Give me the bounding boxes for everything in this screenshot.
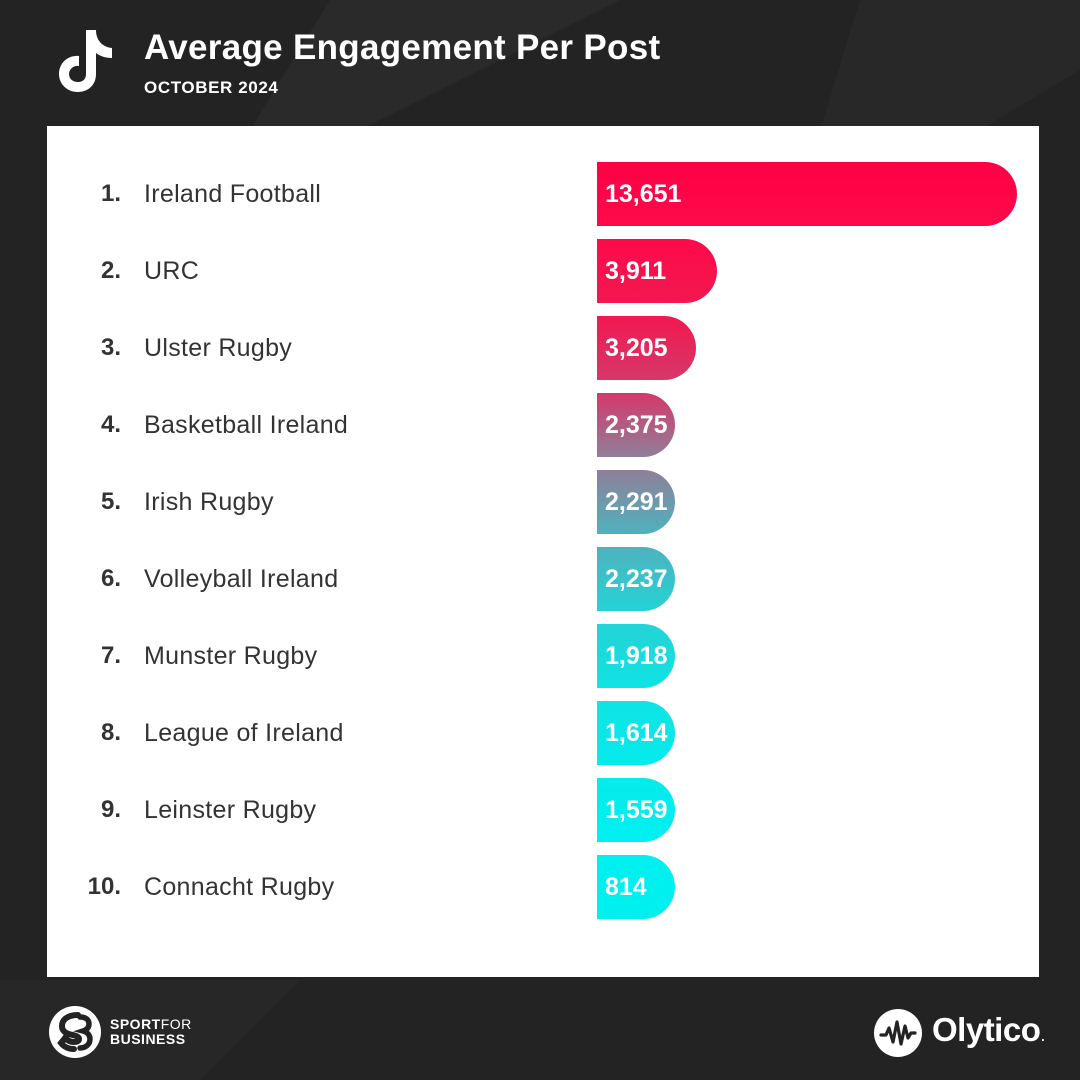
bar-value-label: 814	[605, 872, 647, 901]
page-subtitle: OCTOBER 2024	[144, 78, 279, 97]
chart-panel: 1. Ireland Football 13,651 2. URC 3,911 3. Ulst…	[47, 126, 1039, 977]
bar: 2,237	[597, 547, 675, 611]
bar: 3,205	[597, 316, 696, 380]
rank-label: 10.	[87, 873, 121, 900]
rank-label: 6.	[100, 565, 121, 592]
bar: 3,911	[597, 239, 718, 303]
sport-for-business-wordmark: SPORTFOR BUSINESS	[110, 1017, 192, 1047]
bar: 814	[597, 855, 675, 919]
bar-value-label: 2,291	[605, 487, 668, 516]
rank-label: 7.	[100, 642, 121, 669]
footer: SPORTFOR BUSINESS Olytico.	[0, 980, 1080, 1080]
chart-row: 2. URC 3,911	[47, 239, 1039, 303]
rank-label: 5.	[100, 488, 121, 515]
bar-value-label: 1,614	[605, 718, 668, 747]
chart-row: 4. Basketball Ireland 2,375	[47, 393, 1039, 457]
bar: 1,614	[597, 701, 675, 765]
sfb-line1-bold: SPORT	[110, 1016, 161, 1032]
category-label: Munster Rugby	[144, 641, 318, 670]
chart-row: 3. Ulster Rugby 3,205	[47, 316, 1039, 380]
bar-value-label: 1,559	[605, 795, 668, 824]
bar: 2,291	[597, 470, 675, 534]
category-label: Leinster Rugby	[144, 795, 317, 824]
olytico-mark: .	[1040, 1025, 1045, 1045]
rank-label: 3.	[100, 334, 121, 361]
header: Average Engagement Per Post OCTOBER 2024	[0, 0, 1080, 120]
bar-value-label: 1,918	[605, 641, 668, 670]
rank-label: 1.	[100, 180, 121, 207]
chart-row: 9. Leinster Rugby 1,559	[47, 778, 1039, 842]
category-label: Connacht Rugby	[144, 872, 335, 901]
bar: 1,918	[597, 624, 675, 688]
bar-value-label: 3,911	[605, 256, 667, 285]
category-label: Basketball Ireland	[144, 410, 349, 439]
category-label: URC	[144, 256, 200, 285]
olytico-name: Olytico	[932, 1011, 1041, 1048]
sfb-line2: BUSINESS	[110, 1031, 186, 1047]
category-label: Ireland Football	[144, 179, 322, 208]
tiktok-icon	[59, 30, 112, 92]
bar-value-label: 2,375	[605, 410, 668, 439]
chart-row: 5. Irish Rugby 2,291	[47, 470, 1039, 534]
bar: 1,559	[597, 778, 675, 842]
rank-label: 8.	[100, 719, 121, 746]
chart-row: 7. Munster Rugby 1,918	[47, 624, 1039, 688]
olytico-wordmark: Olytico.	[932, 1011, 1045, 1049]
category-label: Ulster Rugby	[144, 333, 293, 362]
chart-row: 10. Connacht Rugby 814	[47, 855, 1039, 919]
rank-label: 4.	[100, 411, 121, 438]
sport-for-business-logo-icon	[49, 1006, 101, 1058]
page-title: Average Engagement Per Post	[144, 28, 661, 67]
chart-row: 6. Volleyball Ireland 2,237	[47, 547, 1039, 611]
bar-value-label: 2,237	[605, 564, 668, 593]
category-label: League of Ireland	[144, 718, 344, 747]
bar-value-label: 3,205	[605, 333, 668, 362]
bar: 13,651	[597, 162, 1017, 226]
sfb-line1-thin: FOR	[160, 1016, 192, 1032]
category-label: Volleyball Ireland	[144, 564, 339, 593]
rank-label: 9.	[100, 796, 121, 823]
olytico-logo-icon	[874, 1009, 922, 1057]
chart-row: 1. Ireland Football 13,651	[47, 162, 1039, 226]
rank-label: 2.	[100, 257, 121, 284]
bar-value-label: 13,651	[605, 179, 682, 208]
chart-row: 8. League of Ireland 1,614	[47, 701, 1039, 765]
category-label: Irish Rugby	[144, 487, 274, 516]
bar: 2,375	[597, 393, 675, 457]
